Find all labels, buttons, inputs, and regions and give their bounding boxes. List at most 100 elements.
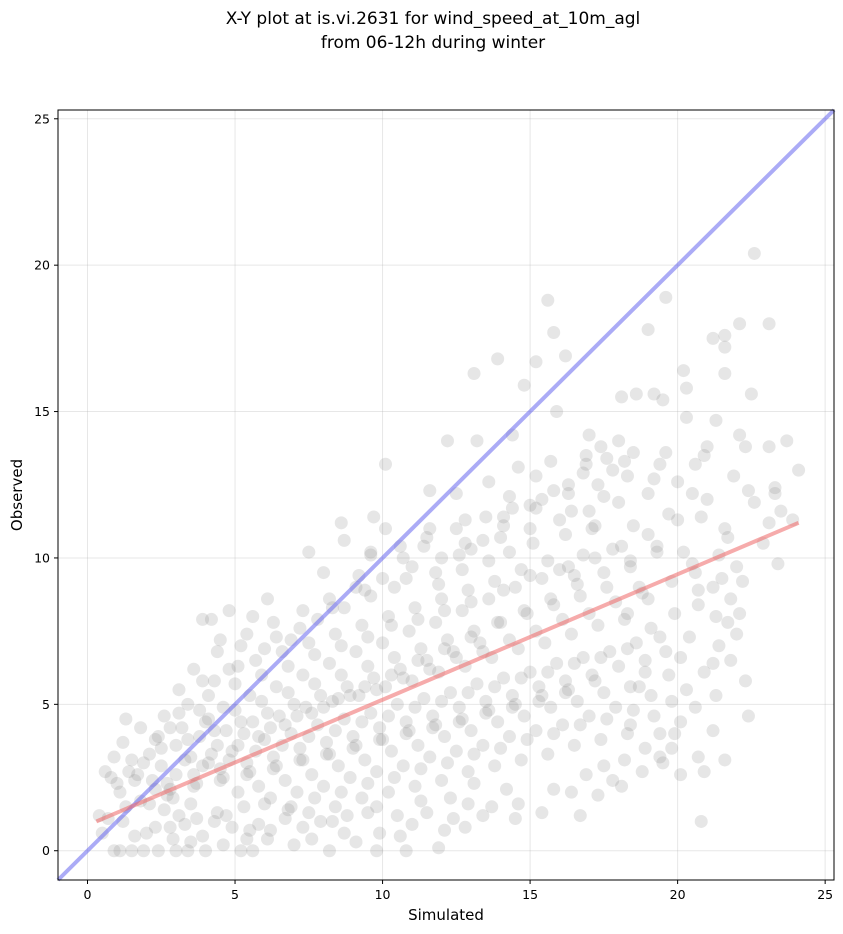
data-point-559 — [163, 721, 177, 735]
data-point-78 — [653, 727, 667, 741]
data-point-153 — [201, 689, 215, 703]
data-point-53 — [724, 592, 738, 606]
data-point-413 — [535, 689, 549, 703]
data-point-20 — [647, 387, 661, 401]
data-point-532 — [455, 604, 469, 618]
data-point-166 — [325, 694, 339, 708]
data-point-546 — [730, 560, 744, 574]
data-point-344 — [302, 636, 316, 650]
data-point-203 — [204, 747, 218, 761]
data-point-193 — [201, 712, 215, 726]
data-point-24 — [733, 428, 747, 442]
data-point-176 — [591, 618, 605, 632]
data-point-337 — [488, 574, 502, 588]
data-point-565 — [311, 612, 325, 626]
data-point-471 — [491, 715, 505, 729]
data-point-254 — [370, 844, 384, 858]
data-point-1 — [541, 293, 555, 307]
data-point-160 — [169, 738, 183, 752]
data-point-229 — [399, 727, 413, 741]
data-point-18 — [615, 390, 629, 404]
data-point-6 — [641, 323, 655, 337]
data-point-161 — [193, 730, 207, 744]
data-point-570 — [452, 548, 466, 562]
data-point-194 — [175, 721, 189, 735]
data-point-518 — [405, 817, 419, 831]
data-point-218 — [603, 645, 617, 659]
data-point-268 — [163, 820, 177, 834]
data-point-216 — [550, 656, 564, 670]
data-point-580 — [694, 510, 708, 524]
data-point-293 — [423, 750, 437, 764]
data-point-26 — [709, 413, 723, 427]
data-point-589 — [219, 809, 233, 823]
data-point-350 — [187, 662, 201, 676]
data-point-243 — [95, 826, 109, 840]
data-point-249 — [169, 844, 183, 858]
data-point-306 — [113, 785, 127, 799]
data-point-133 — [432, 577, 446, 591]
data-point-257 — [322, 844, 336, 858]
data-point-196 — [125, 753, 139, 767]
data-point-197 — [107, 750, 121, 764]
data-point-269 — [184, 835, 198, 849]
data-point-513 — [231, 785, 245, 799]
data-point-220 — [653, 630, 667, 644]
data-point-364 — [582, 504, 596, 518]
data-point-451 — [426, 709, 440, 723]
data-point-291 — [476, 738, 490, 752]
data-point-251 — [199, 844, 213, 858]
data-point-289 — [529, 724, 543, 738]
data-point-235 — [240, 768, 254, 782]
data-point-292 — [449, 744, 463, 758]
data-point-274 — [328, 800, 342, 814]
data-point-267 — [140, 826, 154, 840]
data-point-71 — [656, 756, 670, 770]
data-point-491 — [570, 577, 584, 591]
data-point-214 — [497, 671, 511, 685]
data-point-503 — [396, 671, 410, 685]
data-point-585 — [148, 820, 162, 834]
data-point-175 — [564, 627, 578, 641]
data-point-588 — [196, 829, 210, 843]
data-point-339 — [435, 592, 449, 606]
data-point-323 — [632, 680, 646, 694]
data-point-452 — [399, 715, 413, 729]
data-point-505 — [449, 650, 463, 664]
data-point-224 — [532, 694, 546, 708]
data-point-65 — [691, 750, 705, 764]
data-point-567 — [358, 583, 372, 597]
data-point-390 — [137, 756, 151, 770]
data-point-341 — [381, 610, 395, 624]
data-point-343 — [328, 627, 342, 641]
data-point-157 — [119, 712, 133, 726]
data-point-212 — [443, 686, 457, 700]
data-point-46 — [671, 513, 685, 527]
data-point-557 — [172, 706, 186, 720]
data-point-592 — [281, 803, 295, 817]
data-point-514 — [258, 797, 272, 811]
data-point-178 — [600, 580, 614, 594]
data-point-515 — [296, 820, 310, 834]
data-point-252 — [234, 844, 248, 858]
data-point-429 — [308, 791, 322, 805]
data-point-493 — [623, 554, 637, 568]
data-point-27 — [780, 434, 794, 448]
data-point-140 — [553, 563, 567, 577]
data-point-425 — [216, 771, 230, 785]
data-point-63 — [674, 715, 688, 729]
data-point-531 — [429, 615, 443, 629]
data-point-467 — [384, 744, 398, 758]
data-point-403 — [435, 694, 449, 708]
data-point-558 — [193, 703, 207, 717]
data-point-457 — [266, 750, 280, 764]
data-point-145 — [411, 612, 425, 626]
data-point-55 — [721, 615, 735, 629]
data-point-59 — [674, 650, 688, 664]
data-point-430 — [334, 785, 348, 799]
data-point-543 — [747, 495, 761, 509]
data-point-486 — [438, 642, 452, 656]
data-point-596 — [370, 800, 384, 814]
data-point-255 — [399, 844, 413, 858]
x-tick-label-3: 15 — [522, 887, 538, 902]
